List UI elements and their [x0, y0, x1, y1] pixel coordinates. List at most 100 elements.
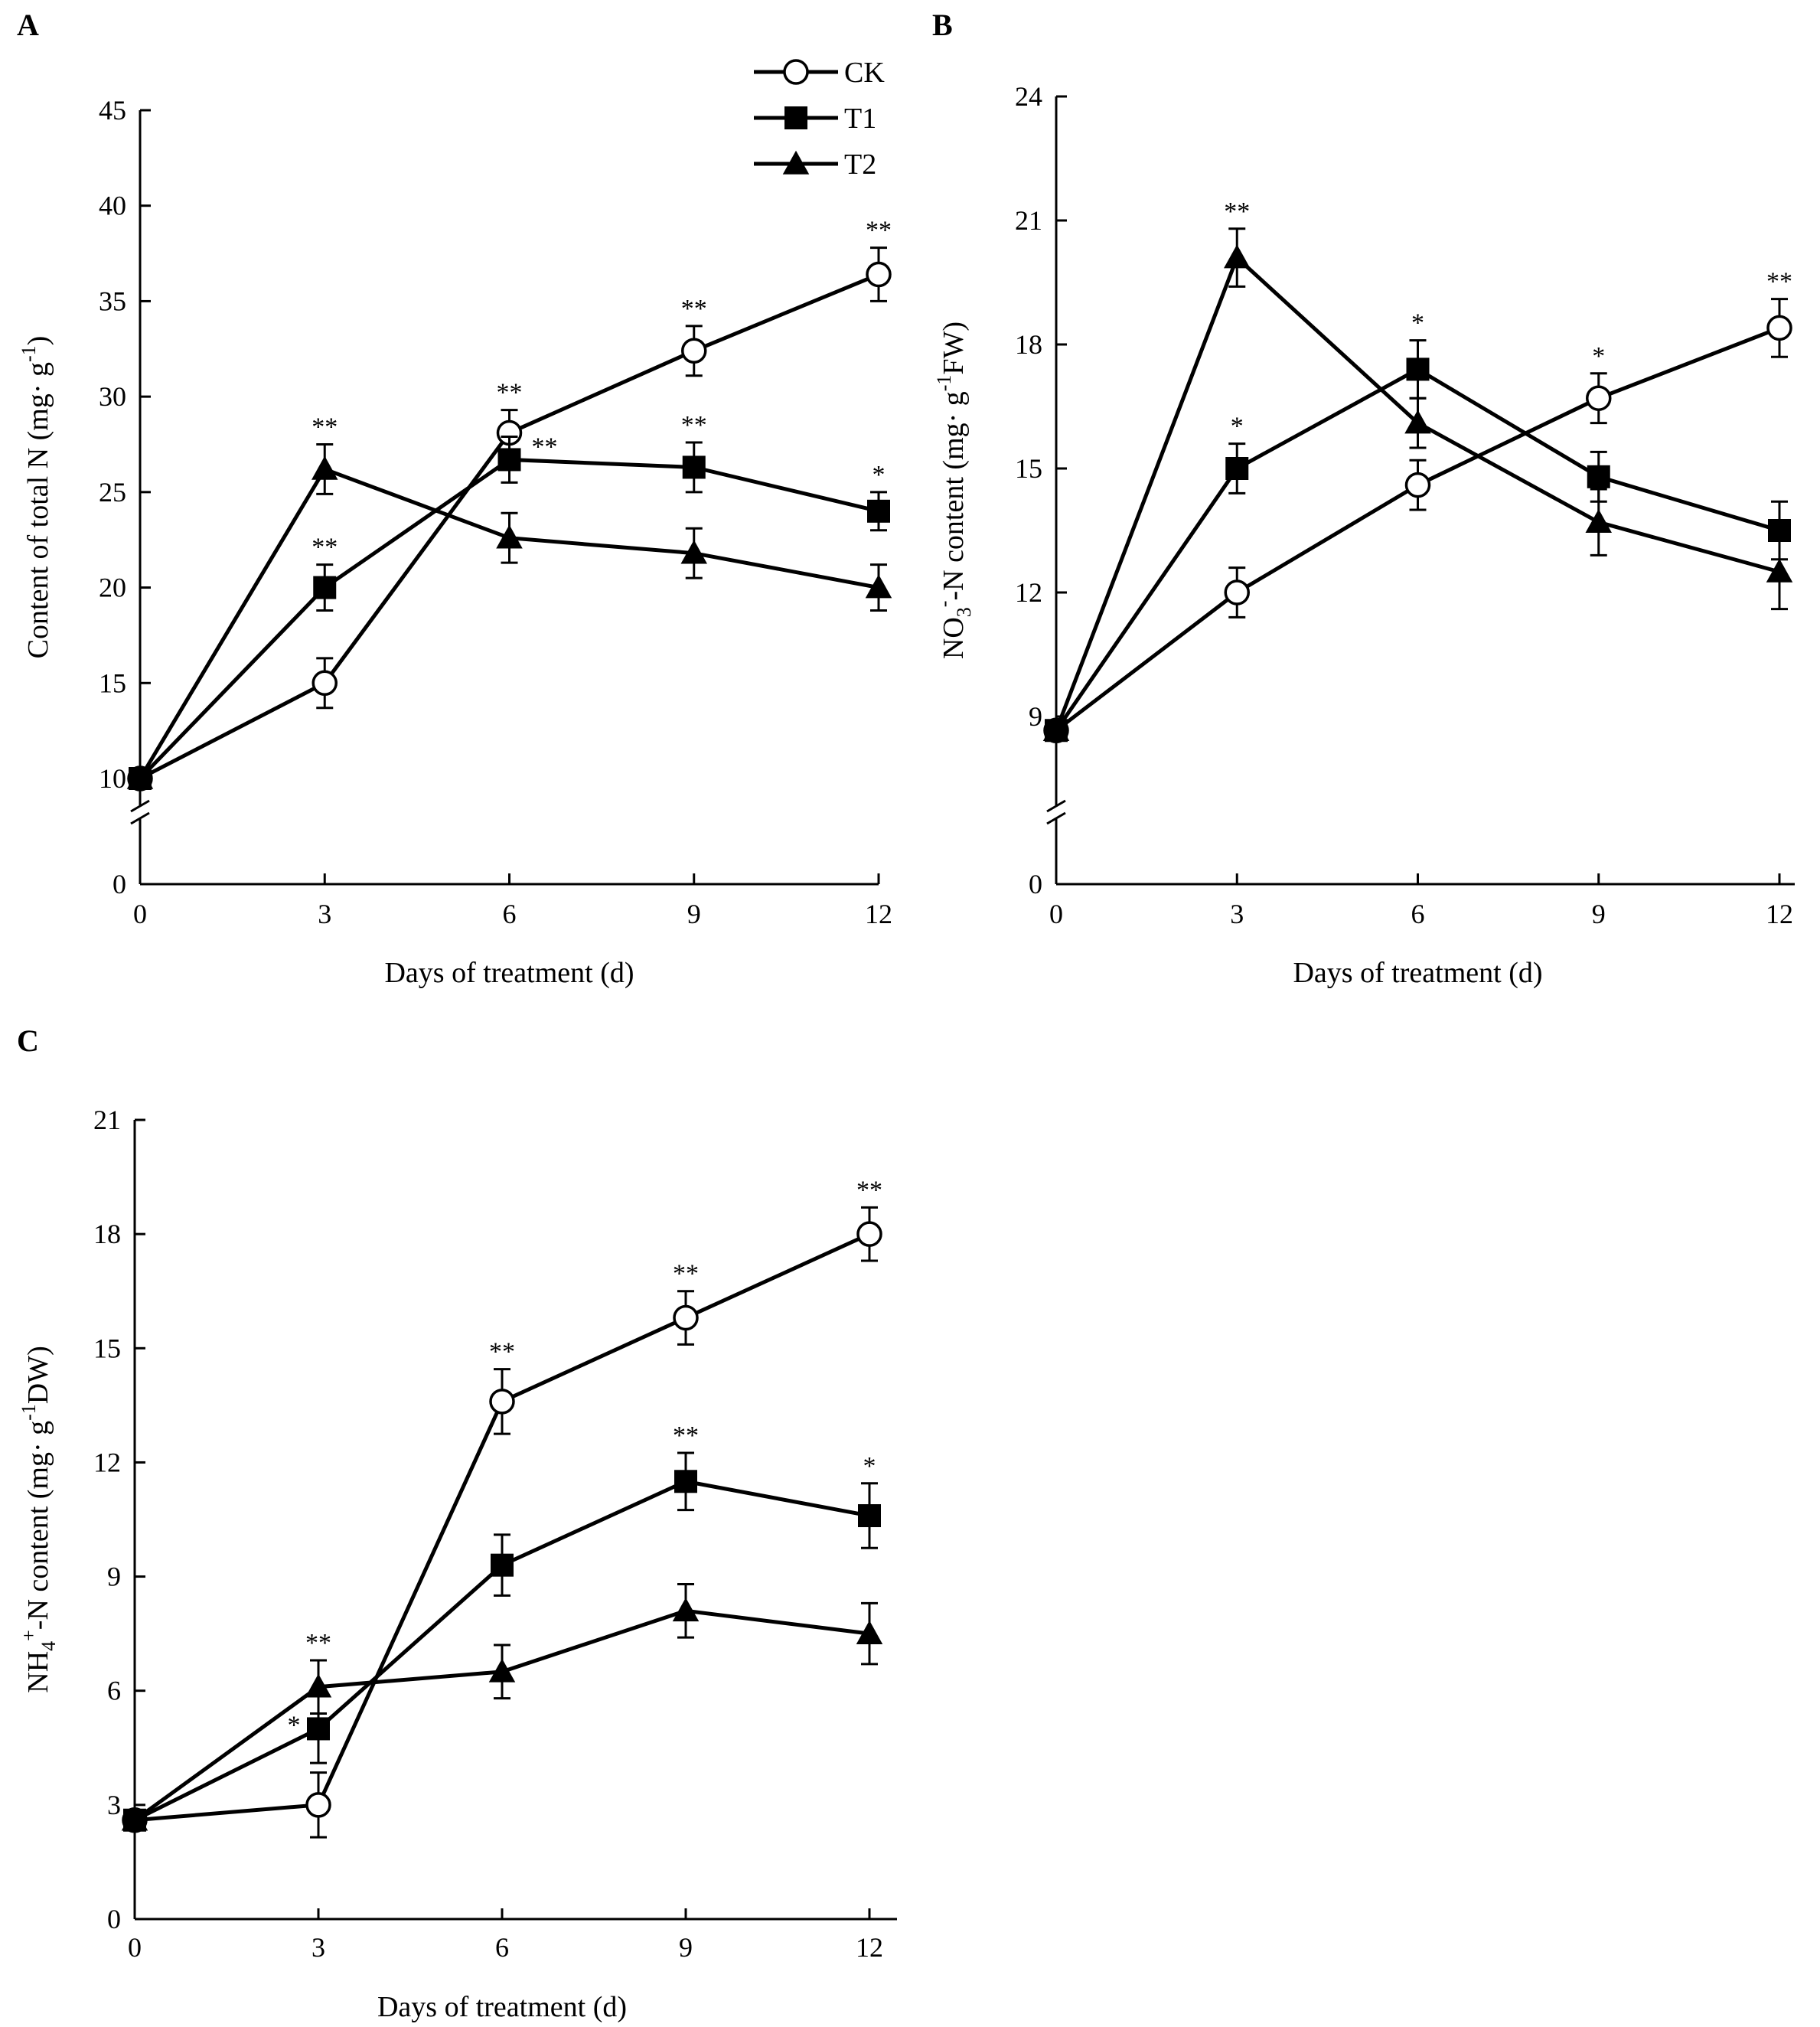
- data-point-a-ck-9: [681, 338, 707, 364]
- significance-a-ck-9: **: [681, 295, 707, 323]
- data-point-b-t1-9: [1587, 465, 1610, 488]
- data-point-c-ck-3: [305, 1792, 331, 1818]
- series-line-a-t1: [139, 457, 879, 780]
- y-tick-label-c-6: 6: [107, 1676, 121, 1706]
- data-point-c-t2-0: [121, 1807, 148, 1831]
- significance-a-ck-12: **: [866, 217, 892, 245]
- chart-panel-c: C 0 3 6 9 12 15 18 21 0 3 6 9 12 Days of treatment (d…: [17, 1023, 897, 2023]
- series-b-ck: ***: [1043, 268, 1792, 743]
- data-point-a-t1-12: [867, 499, 890, 523]
- data-point-c-t2-3: [305, 1673, 332, 1698]
- y-tick-label-a-35: 35: [99, 286, 126, 316]
- x-tick-label-a-6: 6: [503, 899, 517, 929]
- data-point-c-t2-9: [672, 1598, 700, 1622]
- y-tick-label-c-18: 18: [93, 1219, 121, 1249]
- significance-a-t2-3: **: [311, 413, 338, 442]
- x-tick-label-c-12: 12: [856, 1932, 883, 1963]
- significance-c-ck-12: **: [856, 1176, 882, 1204]
- data-point-c-t2-6: [488, 1658, 516, 1683]
- data-point-b-t2-6: [1404, 410, 1431, 434]
- y-tick-label-c-0: 0: [107, 1904, 121, 1934]
- significance-b-t2-3: **: [1224, 197, 1250, 226]
- data-point-b-ck-12: [1766, 315, 1792, 341]
- y-tick-label-b-9: 9: [1029, 701, 1042, 732]
- data-point-a-t1-9: [682, 455, 706, 479]
- y-tick-label-b-0: 0: [1029, 869, 1042, 899]
- panel-label-c: C: [17, 1023, 39, 1058]
- data-point-b-ck-6: [1404, 472, 1431, 498]
- significance-c-ck-6: **: [489, 1338, 515, 1366]
- x-tick-label-a-9: 9: [687, 899, 701, 929]
- x-axis-label-b: Days of treatment (d): [1293, 957, 1542, 989]
- data-point-c-ck-12: [856, 1221, 882, 1247]
- y-tick-label-b-12: 12: [1015, 577, 1042, 608]
- panel-label-b: B: [932, 8, 953, 42]
- significance-a-t1-9: **: [681, 411, 707, 439]
- data-point-b-t2-12: [1766, 558, 1793, 583]
- data-point-c-t2-12: [856, 1620, 883, 1644]
- axis-break-mark-upper-b: [1046, 799, 1066, 813]
- data-point-a-t2-0: [126, 765, 154, 789]
- y-tick-label-b-24: 24: [1015, 81, 1042, 112]
- y-tick-label-a-10: 10: [99, 763, 126, 794]
- series-line-c-ck: [134, 1232, 871, 1823]
- chart-panel-b: B 0 9 12 15 18 21 24 0 3 6 9 12 Days of treatment (d…: [932, 8, 1795, 989]
- significance-c-t2-3: **: [305, 1629, 331, 1657]
- legend-marker-t2: [782, 150, 810, 175]
- y-axis-label-a: Content of total N (mg· g-1): [18, 336, 54, 659]
- x-tick-label-a-3: 3: [318, 899, 331, 929]
- y-tick-label-a-40: 40: [99, 191, 126, 221]
- legend-label-t1: T1: [844, 103, 876, 135]
- series-c-t2: **: [121, 1583, 883, 1831]
- x-tick-label-b-0: 0: [1049, 899, 1063, 929]
- x-tick-label-c-6: 6: [495, 1932, 509, 1963]
- significance-b-ck-9: *: [1592, 342, 1605, 370]
- data-point-b-t2-9: [1585, 508, 1612, 533]
- data-point-c-t1-9: [674, 1470, 697, 1493]
- series-b-t2: **: [1042, 197, 1793, 742]
- significance-c-ck-9: **: [673, 1260, 699, 1288]
- data-point-a-t1-3: [313, 576, 337, 599]
- y-tick-label-a-20: 20: [99, 573, 126, 603]
- y-axis-label-b: NO3--N content (mg· g-1FW): [933, 322, 975, 659]
- legend: CK T1 T2: [754, 57, 885, 181]
- y-tick-label-a-0: 0: [113, 869, 126, 899]
- significance-b-ck-12: **: [1766, 268, 1792, 296]
- significance-b-t1-3: *: [1231, 413, 1244, 441]
- series-a-t2: **: [126, 413, 892, 789]
- significance-a-ck-6: **: [497, 379, 523, 407]
- x-tick-label-c-9: 9: [679, 1932, 693, 1963]
- series-c-t1: ****: [123, 1422, 881, 1832]
- y-tick-label-c-15: 15: [93, 1333, 121, 1363]
- axis-break-mark-lower-b: [1046, 811, 1066, 825]
- data-point-b-t1-6: [1406, 357, 1430, 381]
- data-point-b-t1-3: [1225, 457, 1249, 480]
- y-tick-label-c-21: 21: [93, 1105, 121, 1135]
- data-point-c-t1-3: [307, 1717, 330, 1741]
- data-point-b-t2-0: [1042, 717, 1070, 742]
- y-axis-label-c: NH4+-N content (mg· g-1DW): [18, 1346, 60, 1693]
- significance-a-t1-12: *: [872, 461, 886, 489]
- series-c-ck: ** ** **: [122, 1176, 882, 1839]
- data-point-a-t2-6: [496, 524, 523, 549]
- significance-a-t1-6: **: [532, 432, 558, 461]
- x-tick-label-b-6: 6: [1411, 899, 1425, 929]
- chart-panel-a: A 0 10 15 20 25 30 35 40 45 0 3 6 9 12 Days of treatme…: [17, 8, 892, 989]
- x-tick-label-b-3: 3: [1230, 899, 1244, 929]
- y-tick-label-c-12: 12: [93, 1447, 121, 1477]
- data-point-a-t2-3: [311, 455, 338, 480]
- x-axis-label-c: Days of treatment (d): [377, 1991, 627, 2023]
- x-tick-label-b-12: 12: [1766, 899, 1793, 929]
- legend-marker-ck: [783, 59, 809, 85]
- x-tick-label-b-9: 9: [1592, 899, 1606, 929]
- legend-label-t2: T2: [844, 149, 876, 181]
- significance-b-t1-6: *: [1411, 309, 1424, 338]
- legend-label-ck: CK: [844, 57, 885, 89]
- legend-marker-t1: [784, 106, 807, 129]
- y-tick-label-b-21: 21: [1015, 205, 1042, 236]
- significance-c-t1-3: *: [288, 1711, 301, 1739]
- y-tick-label-c-9: 9: [107, 1562, 121, 1592]
- x-tick-label-a-12: 12: [865, 899, 892, 929]
- data-point-b-ck-3: [1224, 579, 1250, 605]
